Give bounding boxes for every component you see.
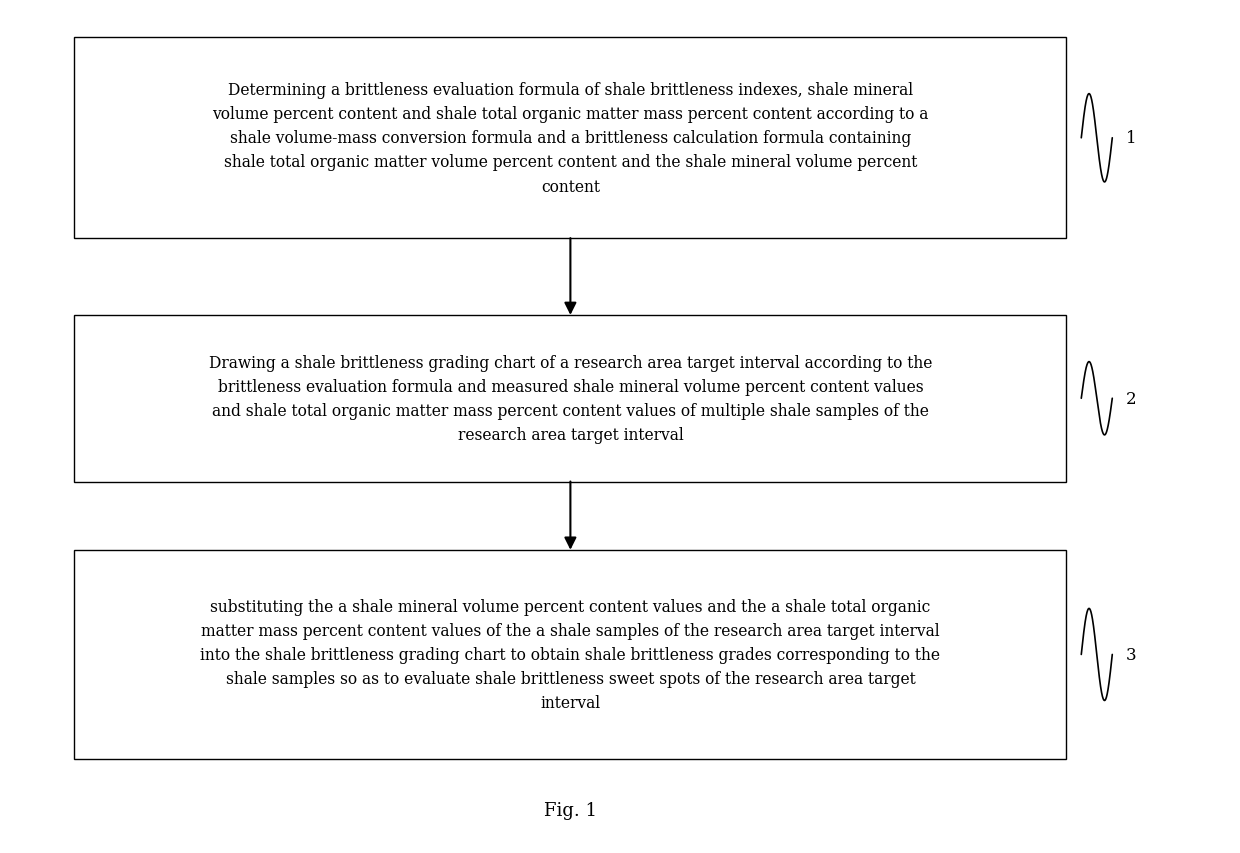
Text: Drawing a shale brittleness grading chart of a research area target interval acc: Drawing a shale brittleness grading char… [208, 354, 932, 444]
Text: 2: 2 [1126, 391, 1136, 407]
Text: 1: 1 [1126, 131, 1136, 147]
Text: Determining a brittleness evaluation formula of shale brittleness indexes, shale: Determining a brittleness evaluation for… [212, 82, 929, 195]
FancyBboxPatch shape [74, 550, 1066, 759]
Text: 3: 3 [1126, 647, 1136, 663]
Text: Fig. 1: Fig. 1 [544, 801, 596, 819]
Text: substituting the a shale mineral volume percent content values and the a shale t: substituting the a shale mineral volume … [201, 598, 940, 711]
FancyBboxPatch shape [74, 38, 1066, 239]
FancyBboxPatch shape [74, 316, 1066, 482]
